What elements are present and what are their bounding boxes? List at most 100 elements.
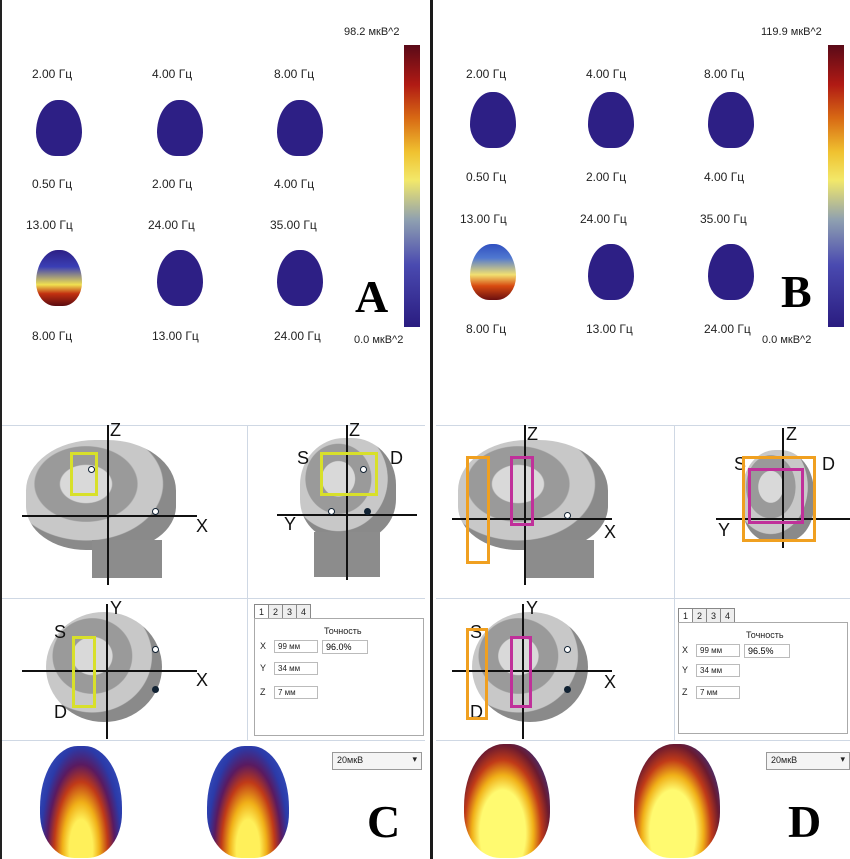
accuracy-value[interactable]: 96.0% <box>322 640 368 654</box>
topomap-head <box>36 250 82 306</box>
freq-label: 13.00 Гц <box>586 322 633 336</box>
freq-label: 24.00 Гц <box>274 329 321 343</box>
axis-label-x: X <box>604 522 617 542</box>
roi-box <box>466 628 488 720</box>
grid-line <box>674 425 675 740</box>
freq-label: 24.00 Гц <box>148 218 195 232</box>
axis-label-y: Y <box>526 598 539 618</box>
grid-line <box>436 740 850 741</box>
colorbar-min-label: 0.0 мкВ^2 <box>762 334 812 346</box>
coord-row-z: Z 7 мм <box>260 686 318 699</box>
freq-label: 4.00 Гц <box>704 170 745 184</box>
topomap-head <box>157 250 203 306</box>
y-axis-line <box>716 518 850 520</box>
axial-brain-slice <box>46 612 162 722</box>
topomap-head <box>708 244 754 300</box>
coord-value[interactable]: 34 мм <box>696 664 740 677</box>
accuracy-value[interactable]: 96.5% <box>744 644 790 658</box>
coord-value[interactable]: 7 мм <box>274 686 318 699</box>
grid-line <box>2 598 425 599</box>
roi-box <box>320 452 378 496</box>
freq-label: 24.00 Гц <box>580 212 627 226</box>
sagittal-brain-slice <box>26 440 176 550</box>
freq-label: 13.00 Гц <box>152 329 199 343</box>
electrode-marker <box>152 646 159 653</box>
freq-label: 2.00 Гц <box>152 177 193 191</box>
coord-key: Y <box>682 665 689 675</box>
panel-letter-d: D <box>788 796 822 847</box>
electrode-marker <box>564 512 571 519</box>
topography-map <box>207 746 289 858</box>
x-axis-line <box>452 670 612 672</box>
dipole-coord-panel <box>678 622 848 734</box>
coord-row-z: Z 7 мм <box>682 686 740 699</box>
roi-box <box>510 456 534 526</box>
topomap-head <box>588 244 634 300</box>
electrode-marker <box>328 508 335 515</box>
freq-label: 24.00 Гц <box>704 322 751 336</box>
freq-label: 8.00 Гц <box>466 322 507 336</box>
x-axis-line <box>22 670 197 672</box>
electrode-marker <box>564 646 571 653</box>
scale-select[interactable]: 20мкВ <box>332 752 422 770</box>
topography-map <box>40 746 122 858</box>
z-axis-line <box>782 428 784 548</box>
coord-value[interactable]: 7 мм <box>696 686 740 699</box>
axis-label-z: Z <box>110 420 121 440</box>
coord-value[interactable]: 99 мм <box>696 644 740 657</box>
dipole-coord-panel <box>254 618 424 736</box>
accuracy-label: Точность <box>746 630 784 640</box>
freq-label: 13.00 Гц <box>460 212 507 226</box>
freq-label: 0.50 Гц <box>32 177 73 191</box>
grid-line <box>247 425 248 740</box>
coord-row-y: Y 34 мм <box>260 662 318 675</box>
freq-label: 8.00 Гц <box>704 67 745 81</box>
roi-box <box>70 452 98 496</box>
axis-label-z: Z <box>349 420 360 440</box>
scale-select[interactable]: 20мкВ <box>766 752 850 770</box>
axis-label-y: Y <box>284 514 297 534</box>
freq-label: 2.00 Гц <box>32 67 73 81</box>
accuracy-label: Точность <box>324 626 362 636</box>
freq-label: 2.00 Гц <box>466 67 507 81</box>
freq-label: 35.00 Гц <box>270 218 317 232</box>
roi-box <box>510 636 532 708</box>
panel-right: 119.9 мкВ^2 0.0 мкВ^2 2.00 Гц 4.00 Гц 8.… <box>436 0 850 859</box>
freq-label: 0.50 Гц <box>466 170 507 184</box>
label-s: S <box>470 622 483 642</box>
z-axis-line <box>346 425 348 580</box>
electrode-marker <box>364 508 371 515</box>
axis-label-x: X <box>604 672 617 692</box>
electrode-marker <box>152 508 159 515</box>
panel-left: 98.2 мкВ^2 0.0 мкВ^2 2.00 Гц 4.00 Гц 8.0… <box>0 0 425 859</box>
electrode-marker <box>360 466 367 473</box>
z-axis-line <box>107 425 109 585</box>
freq-label: 2.00 Гц <box>586 170 627 184</box>
topomap-head <box>277 100 323 156</box>
topomap-head <box>157 100 203 156</box>
colorbar <box>404 45 420 327</box>
coord-key: Y <box>260 663 267 673</box>
panel-divider <box>430 0 433 859</box>
coord-row-y: Y 34 мм <box>682 664 740 677</box>
roi-box <box>466 456 490 564</box>
axis-label-z: Z <box>786 424 797 444</box>
label-d: D <box>54 702 67 722</box>
electrode-marker <box>564 686 571 693</box>
freq-label: 35.00 Гц <box>700 212 747 226</box>
coord-key: X <box>260 641 267 651</box>
y-axis-line <box>277 514 417 516</box>
z-axis-line <box>524 425 526 585</box>
colorbar <box>828 45 844 327</box>
coord-value[interactable]: 99 мм <box>274 640 318 653</box>
topography-map <box>464 744 550 858</box>
freq-label: 4.00 Гц <box>152 67 193 81</box>
coord-value[interactable]: 34 мм <box>274 662 318 675</box>
grid-line <box>436 425 850 426</box>
topomap-head <box>708 92 754 148</box>
colorbar-max-label: 119.9 мкВ^2 <box>761 26 822 38</box>
freq-label: 13.00 Гц <box>26 218 73 232</box>
grid-line <box>2 740 425 741</box>
panel-letter-b: B <box>781 266 812 317</box>
freq-label: 4.00 Гц <box>274 177 315 191</box>
